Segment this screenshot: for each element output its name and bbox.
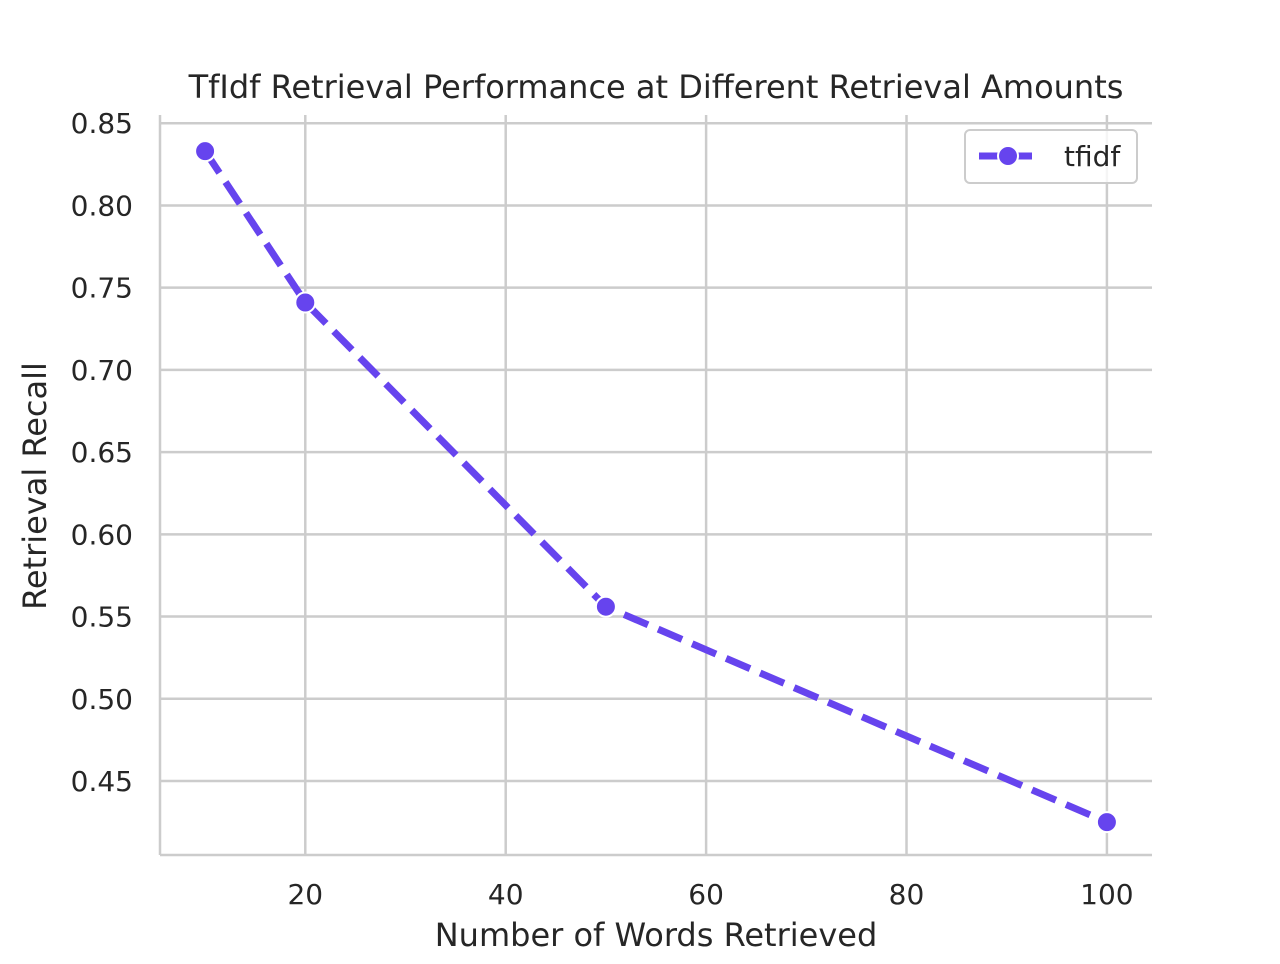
y-tick-label: 0.50 bbox=[71, 683, 133, 716]
y-tick-label: 0.55 bbox=[71, 601, 133, 634]
legend-frame bbox=[964, 129, 1138, 184]
data-point bbox=[1095, 811, 1118, 834]
y-tick-label: 0.75 bbox=[71, 272, 133, 305]
data-point bbox=[594, 595, 617, 618]
x-tick-label: 40 bbox=[488, 878, 524, 911]
legend-label: tfidf bbox=[1064, 140, 1121, 173]
series bbox=[194, 140, 1118, 834]
y-tick-label: 0.60 bbox=[71, 518, 133, 551]
x-tick-label: 60 bbox=[688, 878, 724, 911]
x-tick-label: 20 bbox=[287, 878, 323, 911]
y-tick-label: 0.45 bbox=[71, 765, 133, 798]
y-axis-label: Retrieval Recall bbox=[16, 362, 54, 610]
x-tick-label: 100 bbox=[1080, 878, 1133, 911]
y-tick-label: 0.70 bbox=[71, 354, 133, 387]
series-line-tfidf bbox=[202, 149, 1109, 826]
x-axis-label: Number of Words Retrieved bbox=[435, 916, 878, 954]
y-tick-label: 0.85 bbox=[71, 107, 133, 140]
data-point bbox=[294, 291, 317, 314]
legend: tfidf bbox=[964, 129, 1138, 184]
chart-title: TfIdf Retrieval Performance at Different… bbox=[188, 68, 1124, 106]
x-tick-labels: 20 40 60 80 100 bbox=[287, 878, 1133, 911]
grid bbox=[160, 115, 1152, 855]
y-tick-label: 0.80 bbox=[71, 189, 133, 222]
axes bbox=[158, 115, 1152, 857]
y-tick-labels: 0.45 0.50 0.55 0.60 0.65 0.70 0.75 0.80 0.85 bbox=[71, 107, 133, 798]
legend-marker-sample bbox=[997, 145, 1019, 167]
x-tick-label: 80 bbox=[889, 878, 925, 911]
data-point bbox=[194, 140, 217, 163]
y-tick-label: 0.65 bbox=[71, 436, 133, 469]
